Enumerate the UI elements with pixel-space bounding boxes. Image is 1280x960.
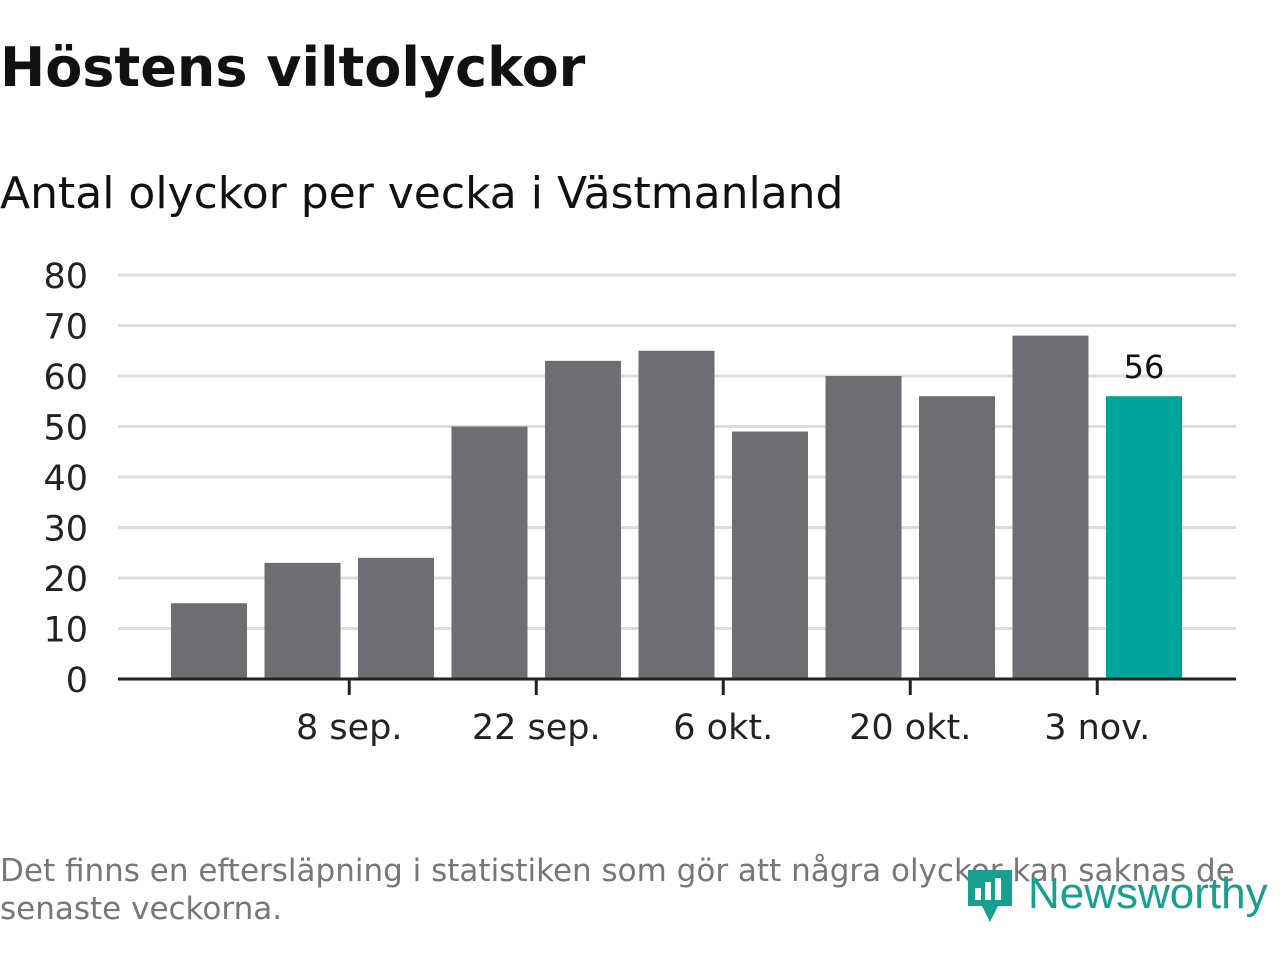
- y-tick-label: 80: [43, 257, 88, 297]
- y-tick-label: 0: [66, 661, 88, 701]
- bar: [638, 350, 715, 679]
- y-tick-label: 20: [43, 560, 88, 600]
- data-labels: 56: [1124, 348, 1165, 386]
- newsworthy-logo-icon: [968, 870, 1012, 922]
- bar: [451, 426, 528, 679]
- bar: [545, 360, 621, 679]
- bar: [825, 376, 902, 679]
- brand-logo: Newsworthy: [964, 862, 1268, 926]
- footnote: Det finns en eftersläpning i statistiken…: [0, 853, 1235, 927]
- y-tick-label: 40: [43, 459, 88, 499]
- x-tick-label: 3 nov.: [1044, 708, 1150, 748]
- x-tick-label: 8 sep.: [296, 708, 403, 748]
- bar: [171, 603, 247, 679]
- bar-highlight: [1106, 396, 1182, 679]
- x-axis-tick-labels: 8 sep. 22 sep. 6 okt. 20 okt. 3 nov.: [296, 708, 1150, 748]
- page-title: Höstens viltolyckor: [0, 36, 586, 99]
- x-tick-label: 20 okt.: [849, 708, 971, 748]
- x-tick-label: 22 sep.: [472, 708, 601, 748]
- y-tick-label: 60: [43, 358, 88, 398]
- y-tick-label: 70: [43, 308, 88, 348]
- data-label-highlight: 56: [1124, 348, 1165, 386]
- x-tick-label: 6 okt.: [673, 708, 773, 748]
- bar: [919, 396, 995, 679]
- x-axis: [118, 677, 1236, 695]
- y-axis-tick-labels: 0 10 20 30 40 50 60 70 80: [43, 257, 88, 701]
- bars: [171, 335, 1182, 679]
- brand-name: Newsworthy: [1028, 869, 1268, 918]
- y-tick-label: 30: [43, 510, 88, 550]
- bar-chart: 0 10 20 30 40 50 60 70 80 8 sep. 22 sep. 6 okt. 20 …: [43, 257, 1236, 748]
- bar: [1012, 335, 1089, 679]
- y-tick-label: 10: [43, 611, 88, 651]
- bar: [264, 562, 341, 679]
- chart-subtitle: Antal olyckor per vecka i Västmanland: [0, 168, 844, 219]
- bar: [358, 557, 434, 679]
- y-tick-label: 50: [43, 409, 88, 449]
- bar: [732, 431, 808, 679]
